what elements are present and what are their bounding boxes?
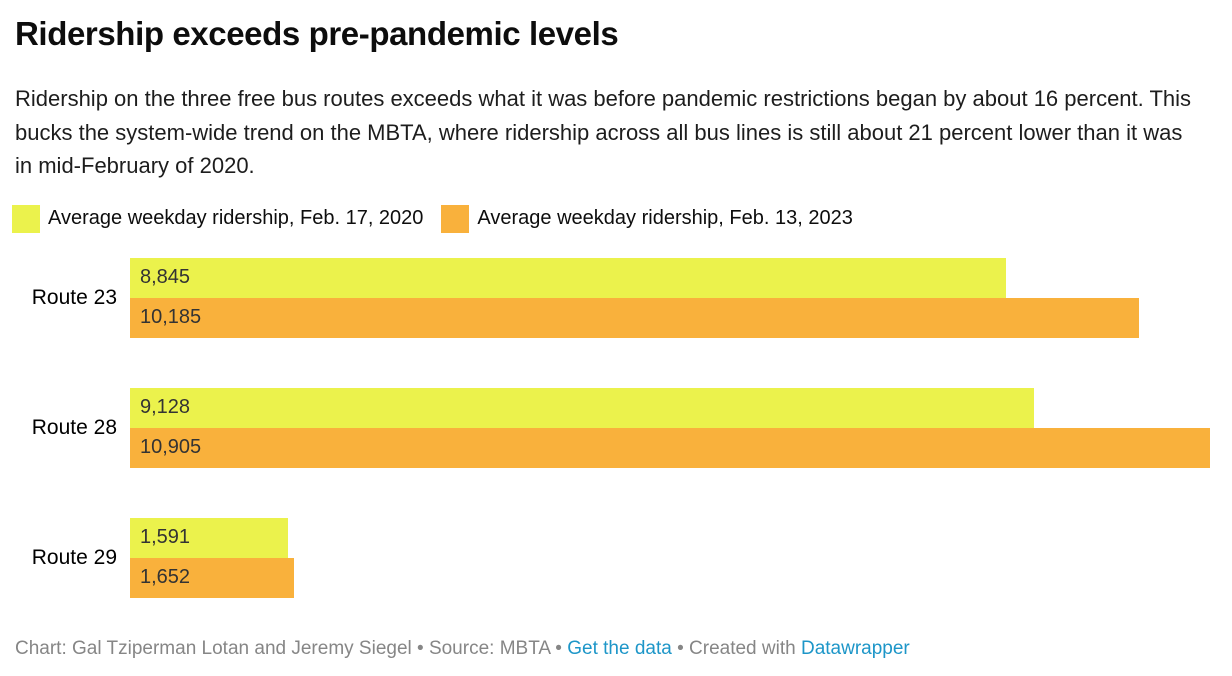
datawrapper-link[interactable]: Datawrapper xyxy=(800,637,910,659)
bar-group: 8,845 10,185 xyxy=(130,257,1210,338)
bar-group: 1,591 1,652 xyxy=(130,517,1210,598)
bar-value-label: 10,185 xyxy=(140,306,202,328)
chart-row: Route 28 9,128 10,905 xyxy=(0,387,1217,468)
bar-value-label: 1,591 xyxy=(140,526,191,548)
bar-route-29-2023: 1,652 xyxy=(130,557,294,598)
bar-route-28-2023: 10,905 xyxy=(130,427,1210,468)
bar-value-label: 10,905 xyxy=(140,436,202,458)
page-title: Ridership exceeds pre-pandemic levels xyxy=(15,15,619,52)
chart-row: Route 23 8,845 10,185 xyxy=(0,257,1217,338)
bar-chart: Route 23 8,845 10,185 Route 28 9,128 10,905 Ro… xyxy=(0,257,1217,598)
category-label: Route 23 xyxy=(31,285,117,309)
legend: Average weekday ridership, Feb. 17, 2020… xyxy=(12,204,1217,233)
footer: Chart: Gal Tziperman Lotan and Jeremy Si… xyxy=(15,638,1217,660)
chart-row: Route 29 1,591 1,652 xyxy=(0,517,1217,598)
chart-container: Ridership exceeds pre-pandemic levels Ri… xyxy=(0,15,1217,660)
bar-value-label: 1,652 xyxy=(140,566,191,588)
legend-label-2023: Average weekday ridership, Feb. 13, 2023 xyxy=(477,207,853,229)
bar-group: 9,128 10,905 xyxy=(130,387,1210,468)
footer-created-with-text: • Created with xyxy=(671,637,801,659)
bar-route-28-2020: 9,128 xyxy=(130,387,1034,428)
chart-description: Ridership on the three free bus routes e… xyxy=(15,86,1192,178)
bar-route-23-2023: 10,185 xyxy=(130,297,1139,338)
bar-value-label: 9,128 xyxy=(140,396,191,418)
get-the-data-link[interactable]: Get the data xyxy=(567,637,672,659)
legend-item-2020: Average weekday ridership, Feb. 17, 2020 xyxy=(12,204,424,233)
legend-label-2020: Average weekday ridership, Feb. 17, 2020 xyxy=(48,207,424,229)
bar-value-label: 8,845 xyxy=(140,266,191,288)
bar-route-23-2020: 8,845 xyxy=(130,257,1006,298)
bar-route-29-2020: 1,591 xyxy=(130,517,288,558)
legend-swatch-2023-icon xyxy=(441,204,470,233)
footer-credit-text: Chart: Gal Tziperman Lotan and Jeremy Si… xyxy=(15,637,568,659)
legend-swatch-2020-icon xyxy=(12,204,40,233)
category-label: Route 28 xyxy=(31,415,117,439)
legend-item-2023: Average weekday ridership, Feb. 13, 2023 xyxy=(441,204,853,233)
category-label: Route 29 xyxy=(31,545,117,569)
